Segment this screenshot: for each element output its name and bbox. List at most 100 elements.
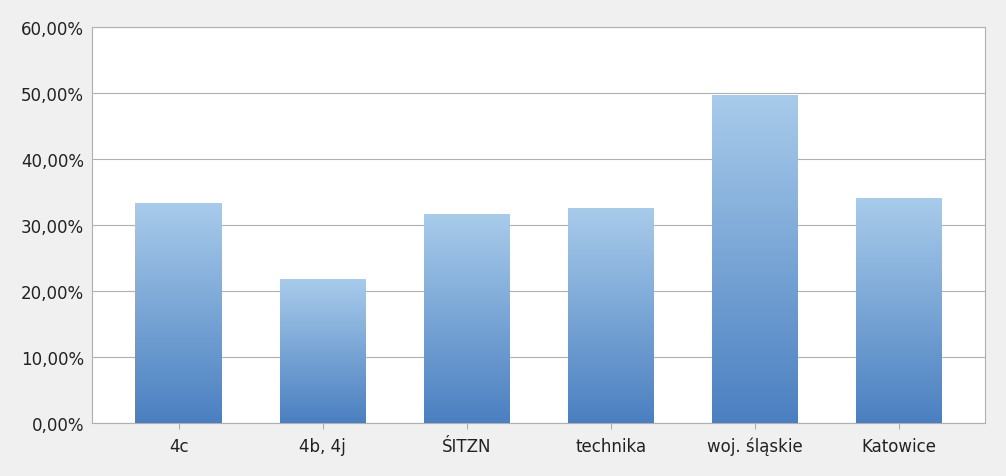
- Bar: [711, 272, 798, 274]
- Bar: [567, 291, 654, 292]
- Bar: [424, 327, 510, 328]
- Bar: [567, 349, 654, 350]
- Bar: [424, 340, 510, 341]
- Bar: [567, 400, 654, 401]
- Bar: [711, 100, 798, 102]
- Bar: [424, 274, 510, 275]
- Bar: [280, 311, 366, 312]
- Bar: [280, 295, 366, 296]
- Bar: [711, 290, 798, 292]
- Bar: [567, 268, 654, 270]
- Bar: [711, 318, 798, 320]
- Bar: [711, 243, 798, 245]
- Bar: [567, 337, 654, 338]
- Bar: [567, 380, 654, 381]
- Bar: [136, 332, 222, 333]
- Bar: [567, 229, 654, 230]
- Bar: [567, 289, 654, 290]
- Bar: [280, 298, 366, 299]
- Bar: [424, 394, 510, 395]
- Bar: [136, 333, 222, 334]
- Bar: [424, 342, 510, 343]
- Bar: [567, 382, 654, 383]
- Bar: [424, 380, 510, 381]
- Bar: [711, 266, 798, 268]
- Bar: [424, 302, 510, 303]
- Bar: [567, 211, 654, 212]
- Bar: [136, 418, 222, 420]
- Bar: [136, 356, 222, 357]
- Bar: [855, 347, 942, 348]
- Bar: [424, 249, 510, 250]
- Bar: [567, 344, 654, 345]
- Bar: [136, 310, 222, 311]
- Bar: [567, 262, 654, 263]
- Bar: [280, 349, 366, 350]
- Bar: [567, 335, 654, 336]
- Bar: [711, 335, 798, 336]
- Bar: [711, 300, 798, 302]
- Bar: [567, 320, 654, 321]
- Bar: [855, 292, 942, 293]
- Bar: [280, 411, 366, 412]
- Bar: [855, 229, 942, 230]
- Bar: [136, 415, 222, 416]
- Bar: [136, 321, 222, 322]
- Bar: [424, 420, 510, 421]
- Bar: [567, 411, 654, 412]
- Bar: [711, 221, 798, 223]
- Bar: [136, 227, 222, 228]
- Bar: [567, 379, 654, 380]
- Bar: [855, 210, 942, 211]
- Bar: [424, 374, 510, 375]
- Bar: [424, 368, 510, 369]
- Bar: [424, 338, 510, 340]
- Bar: [424, 332, 510, 334]
- Bar: [280, 351, 366, 352]
- Bar: [711, 305, 798, 307]
- Bar: [567, 219, 654, 220]
- Bar: [280, 315, 366, 316]
- Bar: [711, 149, 798, 151]
- Bar: [136, 367, 222, 368]
- Bar: [855, 349, 942, 350]
- Bar: [711, 141, 798, 143]
- Bar: [567, 350, 654, 351]
- Bar: [424, 345, 510, 346]
- Bar: [424, 326, 510, 327]
- Bar: [136, 274, 222, 275]
- Bar: [567, 275, 654, 276]
- Bar: [424, 407, 510, 408]
- Bar: [567, 258, 654, 259]
- Bar: [855, 205, 942, 206]
- Bar: [855, 395, 942, 396]
- Bar: [711, 172, 798, 174]
- Bar: [136, 410, 222, 411]
- Bar: [567, 362, 654, 363]
- Bar: [711, 125, 798, 127]
- Bar: [567, 332, 654, 333]
- Bar: [424, 304, 510, 306]
- Bar: [855, 355, 942, 356]
- Bar: [855, 257, 942, 258]
- Bar: [136, 279, 222, 280]
- Bar: [855, 243, 942, 244]
- Bar: [567, 381, 654, 382]
- Bar: [711, 390, 798, 392]
- Bar: [711, 248, 798, 249]
- Bar: [424, 347, 510, 348]
- Bar: [280, 420, 366, 421]
- Bar: [567, 236, 654, 237]
- Bar: [711, 302, 798, 303]
- Bar: [424, 316, 510, 317]
- Bar: [567, 233, 654, 234]
- Bar: [855, 388, 942, 389]
- Bar: [424, 396, 510, 397]
- Bar: [136, 292, 222, 293]
- Bar: [280, 357, 366, 358]
- Bar: [567, 210, 654, 211]
- Bar: [711, 327, 798, 328]
- Bar: [567, 259, 654, 260]
- Bar: [711, 207, 798, 208]
- Bar: [567, 351, 654, 352]
